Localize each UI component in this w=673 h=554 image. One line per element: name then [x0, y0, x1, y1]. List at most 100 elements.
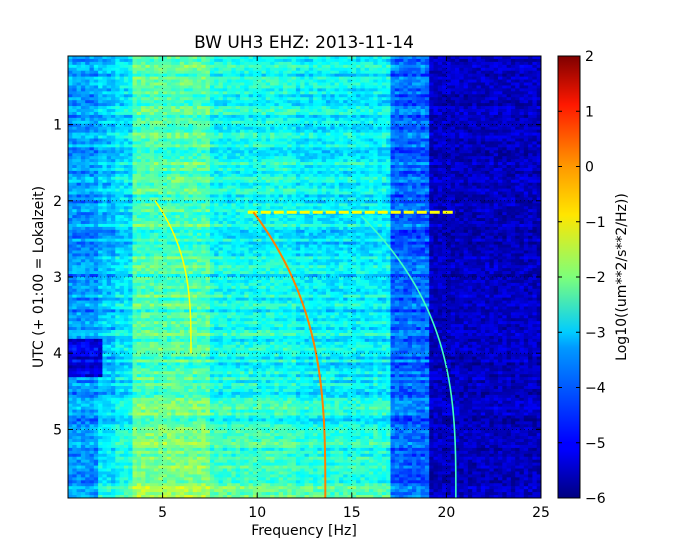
heatmap-cell: [308, 111, 314, 116]
heatmap-cell: [536, 88, 541, 92]
heatmap-cell: [308, 100, 314, 104]
heatmap-cell: [123, 82, 129, 87]
heatmap-cell: [265, 111, 271, 116]
heatmap-cell: [476, 111, 482, 116]
heatmap-cell: [515, 103, 521, 107]
heatmap-cell: [218, 70, 224, 75]
heatmap-cell: [209, 56, 215, 60]
heatmap-cell: [265, 91, 271, 95]
heatmap-cell: [308, 56, 314, 60]
heatmap-cell: [523, 73, 529, 78]
heatmap-cell: [437, 88, 443, 92]
heatmap-cell: [304, 67, 310, 72]
heatmap-cell: [304, 64, 310, 69]
heatmap-cell: [304, 73, 310, 78]
heatmap-cell: [274, 103, 280, 107]
heatmap-cell: [377, 97, 383, 101]
heatmap-cell: [489, 111, 495, 116]
heatmap-cell: [192, 64, 198, 69]
heatmap-cell: [416, 106, 422, 110]
heatmap-cell: [394, 58, 400, 63]
heatmap-cell: [485, 79, 490, 84]
heatmap-cell: [231, 109, 237, 113]
heatmap-cell: [510, 70, 516, 75]
heatmap-cell: [334, 97, 340, 101]
heatmap-cell: [502, 106, 508, 110]
heatmap-cell: [467, 88, 473, 92]
heatmap-cell: [459, 67, 465, 72]
heatmap-cell: [360, 91, 366, 95]
heatmap-cell: [149, 97, 155, 101]
heatmap-cell: [485, 100, 490, 104]
heatmap-cell: [85, 97, 91, 101]
heatmap-cell: [308, 70, 314, 75]
heatmap-cell: [102, 111, 108, 116]
heatmap-cell: [412, 70, 417, 75]
heatmap-cell: [141, 67, 146, 72]
heatmap-cell: [321, 106, 327, 110]
heatmap-cell: [171, 91, 177, 95]
heatmap-cell: [429, 76, 435, 81]
heatmap-cell: [480, 91, 486, 95]
heatmap-cell: [235, 97, 241, 101]
heatmap-cell: [412, 94, 417, 98]
heatmap-cell: [274, 106, 280, 110]
heatmap-cell: [476, 70, 482, 75]
heatmap-cell: [93, 58, 99, 63]
heatmap-cell: [145, 70, 151, 75]
heatmap-cell: [240, 100, 245, 104]
heatmap-cell: [424, 114, 430, 119]
heatmap-cell: [338, 106, 344, 110]
heatmap-cell: [222, 73, 228, 78]
heatmap-cell: [162, 111, 168, 116]
heatmap-cell: [128, 70, 134, 75]
heatmap-cell: [369, 103, 374, 107]
heatmap-cell: [373, 82, 379, 87]
heatmap-cell: [433, 82, 439, 87]
heatmap-cell: [326, 103, 331, 107]
heatmap-cell: [485, 76, 490, 81]
heatmap-cell: [119, 97, 125, 101]
heatmap-cell: [93, 79, 99, 84]
heatmap-cell: [412, 61, 417, 66]
heatmap-cell: [347, 79, 353, 84]
heatmap-cell: [102, 97, 108, 101]
heatmap-cell: [201, 56, 207, 60]
heatmap-cell: [450, 73, 456, 78]
heatmap-cell: [102, 73, 108, 78]
heatmap-cell: [437, 97, 443, 101]
heatmap-cell: [76, 94, 82, 98]
heatmap-cell: [446, 97, 452, 101]
heatmap-cell: [119, 76, 125, 81]
heatmap-cell: [519, 103, 525, 107]
heatmap-cell: [416, 73, 422, 78]
heatmap-cell: [93, 114, 99, 119]
heatmap-cell: [364, 111, 370, 116]
heatmap-cell: [519, 61, 525, 66]
heatmap-cell: [93, 103, 99, 107]
heatmap-cell: [532, 67, 538, 72]
heatmap-cell: [132, 100, 138, 104]
heatmap-cell: [338, 91, 344, 95]
heatmap-cell: [347, 109, 353, 113]
heatmap-cell: [502, 94, 508, 98]
heatmap-cell: [227, 111, 232, 116]
heatmap-cell: [235, 88, 241, 92]
heatmap-cell: [356, 103, 361, 107]
heatmap-cell: [145, 67, 151, 72]
heatmap-cell: [295, 97, 301, 101]
heatmap-cell: [373, 61, 379, 66]
heatmap-cell: [351, 88, 357, 92]
heatmap-cell: [373, 114, 379, 119]
heatmap-cell: [154, 88, 159, 92]
heatmap-cell: [291, 64, 297, 69]
heatmap-cell: [145, 109, 151, 113]
heatmap-cell: [433, 79, 439, 84]
heatmap-cell: [106, 106, 112, 110]
heatmap-cell: [459, 111, 465, 116]
heatmap-cell: [184, 67, 189, 72]
heatmap-cell: [399, 79, 404, 84]
heatmap-cell: [493, 56, 499, 60]
heatmap-cell: [80, 76, 86, 81]
heatmap-cell: [68, 76, 73, 81]
